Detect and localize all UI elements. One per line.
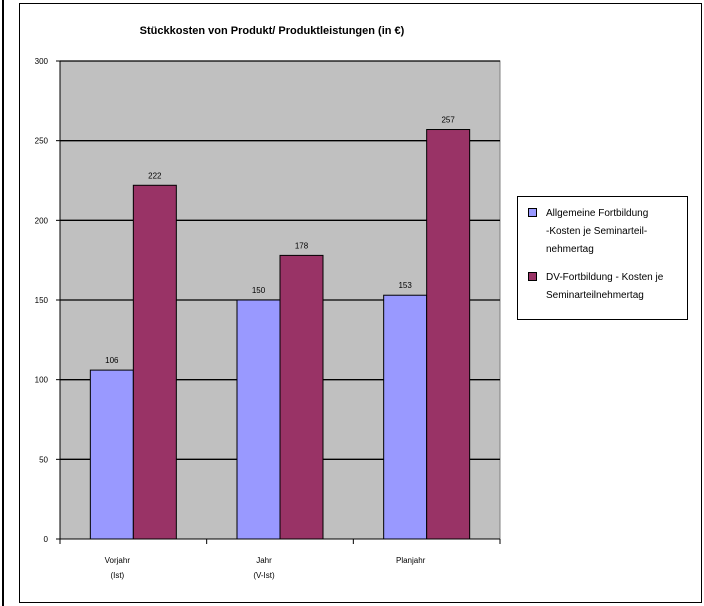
bar xyxy=(383,294,428,540)
chart-legend: Allgemeine Fortbildung -Kosten je Semina… xyxy=(517,196,688,320)
y-tick-label: 100 xyxy=(35,376,49,385)
legend-label-series-1: Allgemeine Fortbildung -Kosten je Semina… xyxy=(546,205,686,259)
legend-label-line: Seminarteilnehmertag xyxy=(546,290,644,301)
x-tick-label: (V-Ist) xyxy=(253,571,275,580)
y-tick-label: 300 xyxy=(35,57,49,66)
x-tick-label: Vorjahr xyxy=(105,556,131,565)
x-tick-label: Jahr xyxy=(256,556,272,565)
bar xyxy=(132,184,177,540)
bar xyxy=(426,129,471,540)
bar xyxy=(236,299,281,540)
legend-swatch-series-1 xyxy=(528,208,537,217)
data-label: 257 xyxy=(441,116,455,125)
x-tick-label: (Ist) xyxy=(110,571,124,580)
y-tick-label: 50 xyxy=(39,455,48,464)
y-tick-label: 150 xyxy=(35,296,49,305)
legend-swatch-series-2 xyxy=(528,272,537,281)
legend-label-line: nehmertag xyxy=(546,244,594,255)
data-label: 106 xyxy=(105,356,119,365)
y-tick-label: 0 xyxy=(44,535,49,544)
legend-label-line: Allgemeine Fortbildung xyxy=(546,208,649,219)
legend-label-line: -Kosten je Seminarteil- xyxy=(546,226,648,237)
data-label: 153 xyxy=(398,281,412,290)
left-border-line xyxy=(2,0,4,606)
legend-label-series-2: DV-Fortbildung - Kosten je Seminarteilne… xyxy=(546,269,686,305)
data-label: 222 xyxy=(148,171,162,180)
y-tick-label: 250 xyxy=(35,137,49,146)
data-label: 178 xyxy=(295,241,309,250)
data-label: 150 xyxy=(252,286,266,295)
legend-label-line: DV-Fortbildung - Kosten je xyxy=(546,272,664,283)
bar xyxy=(279,254,324,540)
x-tick-label: Planjahr xyxy=(396,556,426,565)
chart-title: Stückkosten von Produkt/ Produktleistung… xyxy=(139,25,405,37)
bar xyxy=(89,369,134,540)
y-tick-label: 200 xyxy=(35,216,49,225)
